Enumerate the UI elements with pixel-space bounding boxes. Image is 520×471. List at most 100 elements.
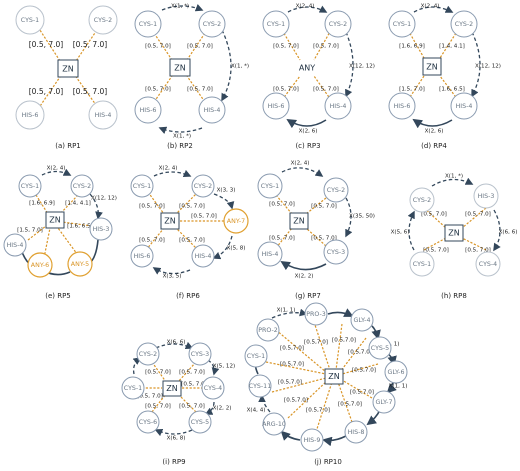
range-label: [0.5,7.0] (304, 340, 328, 346)
gap-label: X(1, *) (171, 4, 189, 10)
panel-rp3: [0.5, 7.0] [0.5, 7.0] [0.5, 7.0] [0.5, 7… (262, 4, 375, 150)
gap-label: X(1, *) (231, 64, 249, 70)
range-label: [1.4, 4.1] (439, 44, 465, 50)
node-cys2 (191, 174, 215, 198)
node-his6 (388, 92, 416, 120)
node-label: HIS-6 (134, 253, 151, 260)
node-cys1 (130, 174, 154, 198)
range-label: [1.6, 6.9] (399, 44, 425, 50)
range-label: [0.5, 7.0] (313, 87, 339, 93)
node-label: CYS-2 (329, 21, 347, 28)
node-label: HIS-4 (262, 251, 279, 258)
range-label: [0.5, 7.0] (179, 370, 205, 376)
node-label: CYS-1 (139, 21, 157, 28)
node-label: CYS-2 (455, 21, 473, 28)
gap-label: X(1, *) (173, 134, 191, 140)
zn-center (289, 212, 309, 230)
gap-label: X(2, 4) (291, 161, 310, 167)
zn-center (160, 212, 180, 230)
node-label: ARG-10 (262, 421, 286, 428)
range-label: [0.5, 7.0] (73, 87, 108, 96)
node-cys1 (18, 174, 42, 198)
node-his4 (257, 241, 283, 267)
node-label: CYS-11 (249, 383, 271, 390)
node-cys2 (136, 342, 160, 366)
node-any6 (27, 252, 53, 278)
node-label: HIS-3 (93, 226, 110, 233)
zn-center (422, 57, 442, 76)
range-label: [0.5, 7.0] (29, 87, 64, 96)
caption-rp7: (g) RP7 (295, 292, 321, 300)
range-label: [0.5, 7.0] (179, 204, 205, 210)
gap-label: X(6, 8) (167, 436, 186, 442)
node-label: HIS-4 (204, 107, 221, 114)
gap-label: X(12, 12) (91, 196, 117, 202)
gap-label: X(4, 4) (247, 408, 266, 414)
range-label: [0.5, 7.0] (145, 87, 171, 93)
range-label: [0.5, 7.0] (191, 214, 217, 220)
range-label: [0.5, 7.0] (145, 404, 171, 410)
range-label: [0.5, 7.0] (421, 212, 447, 218)
node-his4 (198, 96, 226, 124)
range-label: [0.5, 7.0] (311, 204, 337, 210)
gap-label: X(3, 3) (217, 188, 236, 194)
node-label: CYS-4 (479, 261, 497, 268)
node-his6 (134, 96, 162, 124)
node-label: CYS-4 (204, 385, 222, 392)
caption-rp10: (j) RP10 (314, 458, 342, 466)
node-his4 (191, 244, 215, 268)
range-label: [0.5, 7.0] (269, 202, 295, 208)
range-label: [0.5, 7.0] (139, 204, 165, 210)
gap-label: X(2, 2) (295, 274, 314, 280)
zn-label: ZN (62, 65, 73, 74)
node-any7 (223, 208, 249, 234)
node-cys1 (134, 10, 162, 38)
range-label: [0.5, 7.0] (179, 404, 205, 410)
range-label: [0.5, 7.0] (187, 44, 213, 50)
node-his6 (130, 244, 154, 268)
node-gly6 (384, 360, 408, 384)
node-gly7 (372, 390, 396, 414)
node-label: HIS-4 (330, 103, 347, 110)
zn-center (45, 211, 65, 229)
gap-label: X(12, 12) (349, 64, 375, 70)
node-his4 (450, 92, 478, 120)
node-cys4 (475, 251, 501, 277)
caption-rp2: (b) RP2 (167, 142, 193, 150)
caption-rp8: (h) RP8 (441, 292, 467, 300)
node-his3 (473, 183, 499, 209)
caption-rp4: (d) RP4 (421, 142, 447, 150)
node-cys2 (198, 10, 226, 38)
node-cys1 (262, 10, 290, 38)
range-label: [0.5, 7.0] (137, 394, 163, 400)
node-label: CYS-2 (94, 17, 112, 24)
node-cys2 (70, 174, 94, 198)
node-pro2 (256, 318, 280, 342)
range-label: [0.5, 7.0] (269, 236, 295, 242)
node-cys2 (450, 10, 478, 38)
zn-label: ZN (328, 372, 339, 381)
gap-label: X(2, 4) (47, 166, 66, 172)
gap-label: X(2, 2) (213, 406, 232, 412)
range-label: [1.5, 7.0] (399, 87, 425, 93)
range-label: [0.5, 7.0] (423, 248, 449, 254)
gap-label: X(5, 12) (213, 364, 235, 370)
node-his8 (344, 420, 368, 444)
node-label: CYS-1 (413, 261, 431, 268)
node-pro3 (304, 302, 328, 326)
node-label: CYS-5 (191, 419, 209, 426)
gap-label: X(1, 1) (389, 384, 408, 390)
node-label: CYS-2 (73, 183, 91, 190)
node-label: HIS-3 (478, 193, 495, 200)
node-his6 (15, 100, 45, 130)
node-label: CYS-1 (21, 183, 39, 190)
node-label: CYS-1 (124, 385, 142, 392)
range-label: [0.5, 7.0] (73, 40, 108, 49)
range-label: [0.5, 7.0] (145, 44, 171, 50)
range-label: [0.5,7.0] (332, 338, 356, 344)
panel-rp10: [0.5,7.0] [0.5,7.0] [0.5,7.0] [0.5,7.0] … (244, 302, 408, 466)
panel-rp6: [0.5, 7.0] [0.5, 7.0] [0.5, 7.0] [0.5, 7… (130, 166, 249, 300)
node-cys1 (388, 10, 416, 38)
gap-label: X(2, 4) (421, 4, 440, 10)
